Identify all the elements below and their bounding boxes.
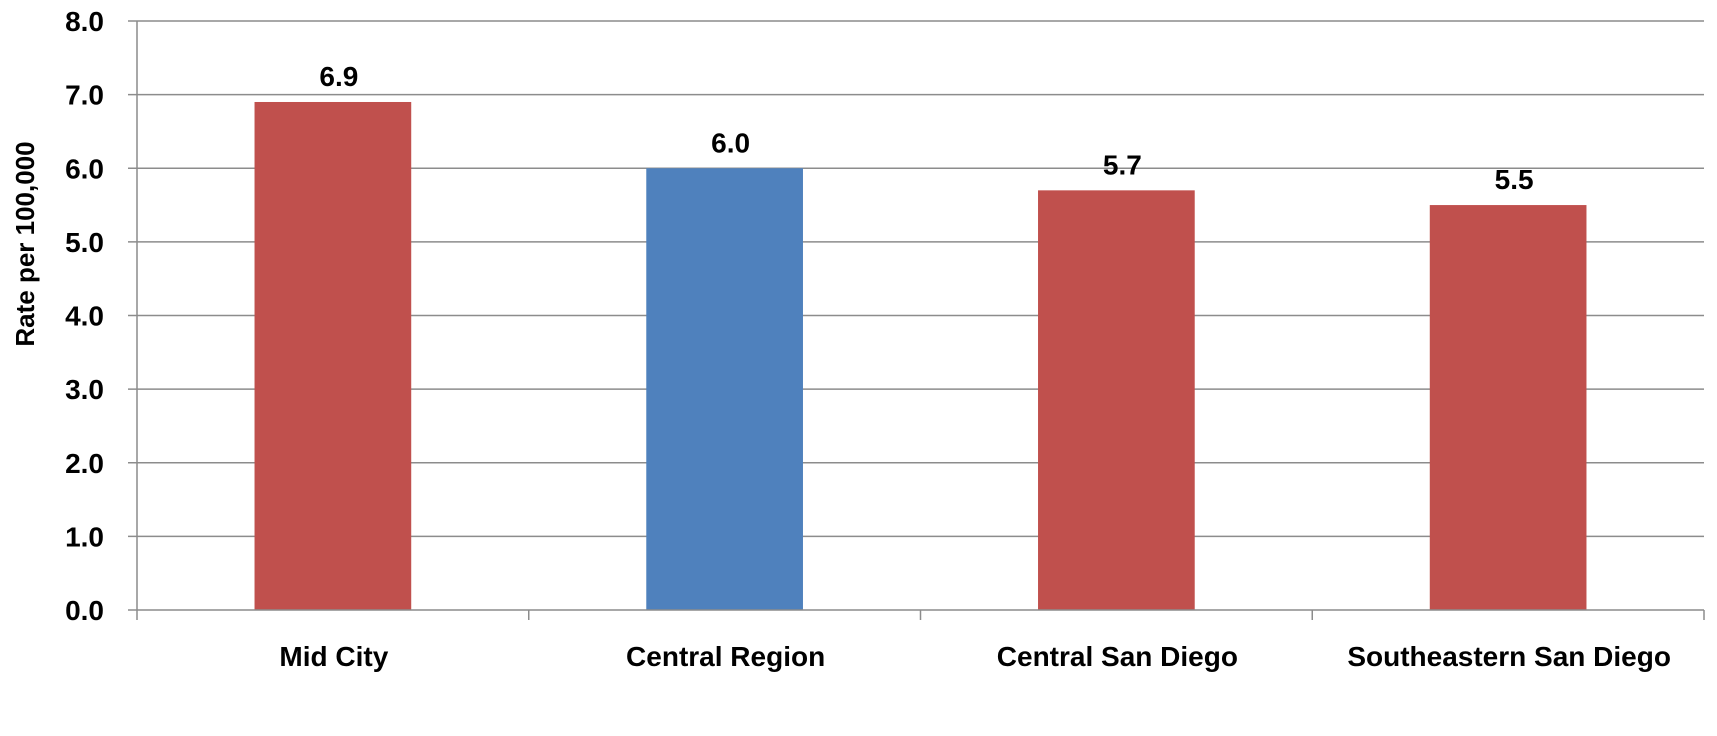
- data-label: 5.7: [1103, 149, 1142, 180]
- y-tick-label: 8.0: [65, 6, 104, 37]
- y-tick-label: 4.0: [65, 301, 104, 332]
- y-tick-label: 2.0: [65, 448, 104, 479]
- y-tick-label: 7.0: [65, 80, 104, 111]
- x-tick-label: Mid City: [279, 641, 388, 672]
- y-tick-label: 1.0: [65, 521, 104, 552]
- bar: [254, 101, 412, 611]
- y-tick-label: 3.0: [65, 374, 104, 405]
- bar: [1038, 190, 1195, 610]
- axes: [128, 20, 1705, 620]
- x-tick-label: Central San Diego: [997, 641, 1238, 672]
- y-tick-label: 0.0: [65, 595, 104, 626]
- bars: [254, 101, 1587, 611]
- x-tick-label: Southeastern San Diego: [1347, 641, 1671, 672]
- bar: [1429, 205, 1587, 610]
- y-tick-label: 5.0: [65, 227, 104, 258]
- data-label: 6.9: [319, 61, 358, 92]
- data-label: 5.5: [1495, 164, 1534, 195]
- x-tick-label: Central Region: [626, 641, 825, 672]
- labels: 0.0 1.0 2.0 3.0 4.0 5.0 6.0 7.0 8.0 6.9 Mid City 6.…: [65, 6, 1671, 672]
- y-axis-title: Rate per 100,000: [10, 141, 40, 346]
- bar: [646, 168, 803, 610]
- y-tick-label: 6.0: [65, 153, 104, 184]
- data-label: 6.0: [711, 127, 750, 158]
